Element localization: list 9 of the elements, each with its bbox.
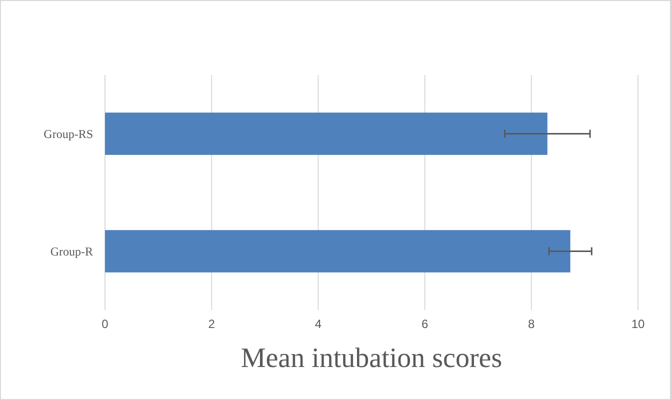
x-tick-label: 10 — [631, 317, 645, 331]
x-tick-label: 6 — [421, 317, 428, 331]
x-tick-label: 8 — [528, 317, 536, 331]
x-tick-label: 2 — [208, 317, 216, 331]
x-tick-label: 0 — [102, 317, 109, 331]
y-tick-label: Group-RS — [44, 126, 93, 141]
x-axis-title: Mean intubation scores — [240, 343, 502, 374]
x-tick-label: 4 — [314, 317, 322, 331]
y-tick-label: Group-R — [50, 244, 93, 258]
